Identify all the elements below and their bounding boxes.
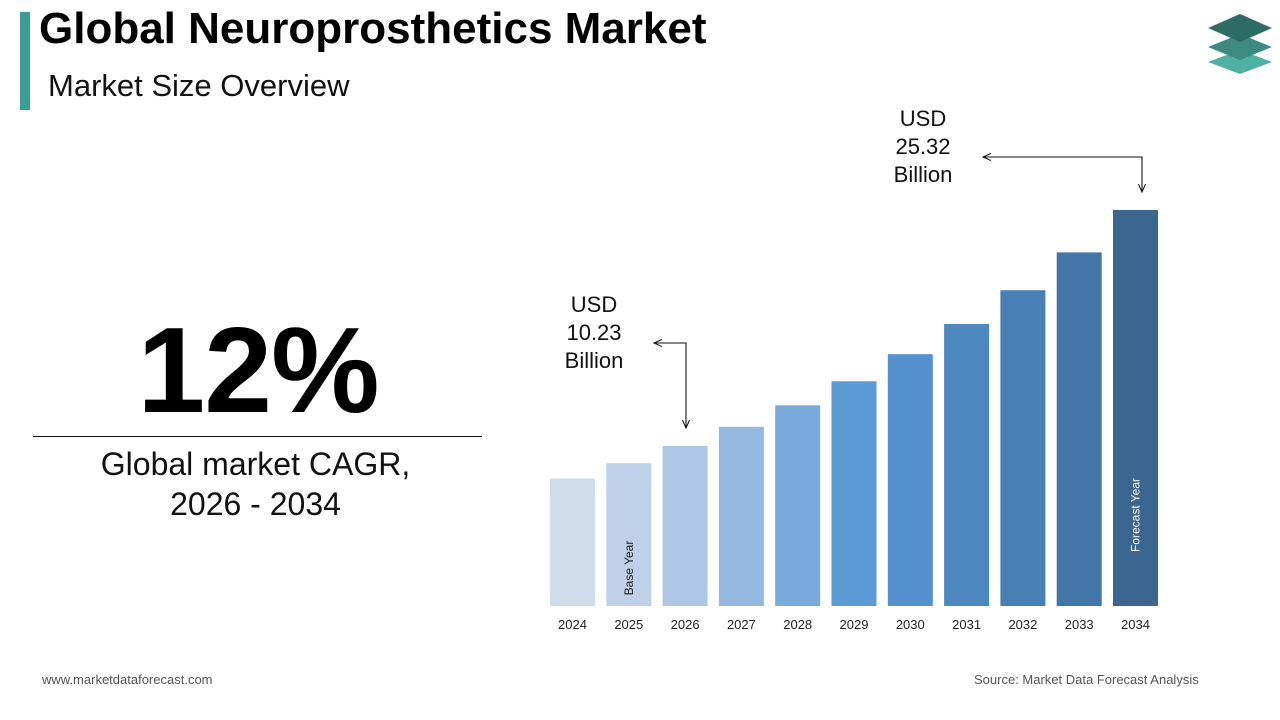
annotation-arrow-2026 <box>654 343 686 428</box>
page-subtitle: Market Size Overview <box>48 68 350 103</box>
annotation-2034-line1: USD <box>899 106 947 131</box>
bar-2033 <box>1056 252 1102 606</box>
x-tick-label-2033: 2033 <box>1065 617 1094 632</box>
bar-2031 <box>944 324 990 606</box>
cagr-label-line1: Global market CAGR, <box>100 446 411 482</box>
bar-2032 <box>1000 290 1046 606</box>
bar-2034 <box>1113 210 1158 606</box>
annotation-2026-line2: 10.23 <box>566 320 622 345</box>
bar-2028 <box>775 405 821 606</box>
annotation-2026-line3: Billion <box>564 348 624 373</box>
footer-source: Source: Market Data Forecast Analysis <box>974 672 1199 687</box>
cagr-value: 12% <box>137 302 379 438</box>
bar-2029 <box>831 381 877 606</box>
annotation-2026: USD 10.23 Billion <box>534 291 654 375</box>
bar-2025 <box>606 463 652 606</box>
cagr-divider <box>33 436 482 437</box>
bar-2027 <box>718 426 764 606</box>
x-tick-label-2026: 2026 <box>671 617 700 632</box>
x-tick-label-2030: 2030 <box>896 617 925 632</box>
x-tick-label-2032: 2032 <box>1008 617 1037 632</box>
bar-2030 <box>887 354 933 606</box>
annotation-2034: USD 25.32 Billion <box>863 105 983 189</box>
annotation-2034-line2: 25.32 <box>895 134 951 159</box>
x-tick-label-2027: 2027 <box>727 617 756 632</box>
bar-label-2025: Base Year <box>622 541 636 596</box>
title-accent-bar <box>20 12 30 110</box>
annotation-2026-line1: USD <box>570 292 618 317</box>
footer-website: www.marketdataforecast.com <box>42 672 213 687</box>
bar-2024 <box>550 478 595 606</box>
x-tick-label-2024: 2024 <box>558 617 587 632</box>
annotation-2034-line3: Billion <box>893 162 953 187</box>
stacked-layers-icon <box>1208 14 1272 74</box>
page-title: Global Neuroprosthetics Market <box>39 4 707 53</box>
bar-2026 <box>662 446 708 606</box>
cagr-label-line2: 2026 - 2034 <box>170 486 341 522</box>
annotation-arrow-2034 <box>983 157 1142 192</box>
cagr-label: Global market CAGR, 2026 - 2034 <box>33 444 478 524</box>
x-tick-label-2028: 2028 <box>783 617 812 632</box>
bar-label-2034: Forecast Year <box>1129 478 1143 552</box>
x-tick-label-2031: 2031 <box>952 617 981 632</box>
x-tick-label-2025: 2025 <box>614 617 643 632</box>
x-tick-label-2029: 2029 <box>840 617 869 632</box>
x-tick-label-2034: 2034 <box>1121 617 1150 632</box>
